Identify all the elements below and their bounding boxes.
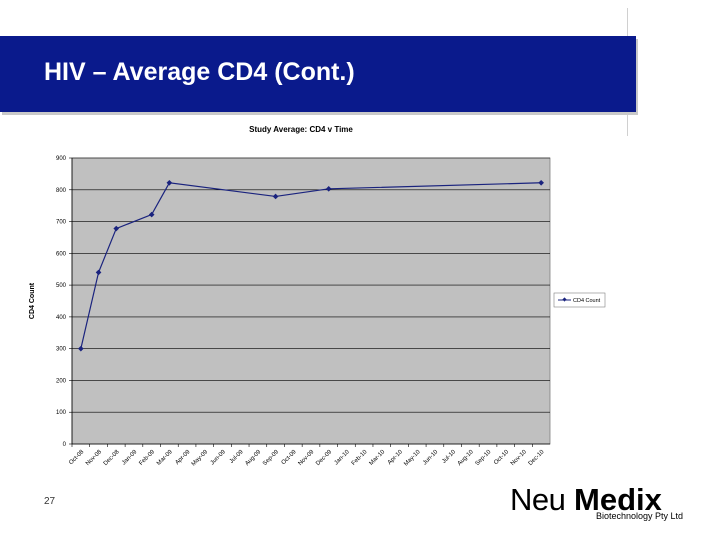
y-tick-label: 200: [56, 378, 67, 384]
data-point-marker: [538, 179, 544, 186]
neumedix-logo: Neu Medix Biotechnology Pty Ltd: [510, 482, 710, 528]
x-tick-label: Oct-08: [68, 449, 85, 466]
x-tick-label: Oct-09: [281, 449, 298, 466]
y-tick-label: 500: [56, 283, 67, 289]
y-tick-label: 800: [56, 188, 67, 194]
y-tick-label: 600: [56, 251, 67, 257]
slide-title: HIV – Average CD4 (Cont.): [44, 58, 355, 86]
x-tick-label: Aug-10: [457, 449, 475, 467]
x-tick-label: Apr-10: [387, 449, 404, 466]
y-tick-label: 100: [56, 410, 67, 416]
title-bar: HIV – Average CD4 (Cont.): [0, 36, 636, 112]
x-tick-label: Nov-08: [85, 449, 103, 467]
x-tick-label: Dec-09: [315, 449, 333, 467]
data-point-marker: [113, 225, 120, 232]
x-tick-label: Jun-10: [422, 449, 440, 467]
plot-area: [71, 157, 551, 445]
data-point-marker: [166, 179, 173, 186]
chart-title: Study Average: CD4 v Time: [249, 125, 353, 134]
x-tick-label: Mar-09: [156, 449, 174, 467]
data-point-marker: [272, 193, 279, 200]
x-tick-label: Sep-10: [475, 449, 493, 467]
x-tick-label: Jul-09: [229, 449, 245, 465]
x-tick-label: Nov-10: [510, 449, 528, 467]
y-axis-label: CD4 Count: [29, 282, 36, 319]
cd4-line-chart: Study Average: CD4 v Time 0 100 200 300 400 50…: [29, 125, 606, 468]
x-tick-label: Jan-10: [334, 449, 352, 467]
logo-subtitle: Biotechnology Pty Ltd: [596, 511, 684, 521]
x-tick-label: May-09: [191, 449, 210, 468]
x-tick-label: Dec-08: [103, 449, 121, 467]
x-tick-label: Jul-10: [441, 449, 457, 465]
data-point-marker: [325, 185, 332, 192]
y-tick-label: 300: [56, 347, 67, 353]
page-number: 27: [44, 496, 56, 507]
logo-neu-text: Neu: [510, 482, 566, 517]
x-tick-label: Nov-09: [297, 449, 315, 467]
x-tick-label: Jan-09: [121, 449, 139, 467]
y-tick-label: 400: [56, 315, 67, 321]
x-tick-label: May-10: [403, 449, 422, 468]
x-tick-label: Apr-09: [175, 449, 192, 466]
x-tick-label: Mar-10: [369, 449, 387, 467]
data-point-marker: [78, 345, 84, 352]
y-tick-label: 0: [63, 442, 67, 448]
legend-label: CD4 Count: [573, 298, 601, 304]
x-tick-label: Feb-10: [351, 449, 369, 467]
series-line-cd4-count: [80, 182, 542, 349]
x-tick-label: Sep-09: [262, 449, 280, 467]
y-tick-label: 900: [56, 156, 67, 162]
y-tick-label: 700: [56, 220, 67, 226]
x-tick-label: Oct-10: [493, 449, 510, 466]
legend-box: [553, 292, 606, 308]
x-tick-label: Dec-10: [528, 449, 546, 467]
x-tick-label: Aug-09: [244, 449, 262, 467]
data-point-marker: [95, 269, 102, 276]
logo-medix-text: Medix: [574, 482, 662, 517]
x-tick-label: Jun-09: [210, 449, 228, 467]
x-tick-label: Feb-09: [138, 449, 156, 467]
data-point-marker: [148, 211, 155, 218]
